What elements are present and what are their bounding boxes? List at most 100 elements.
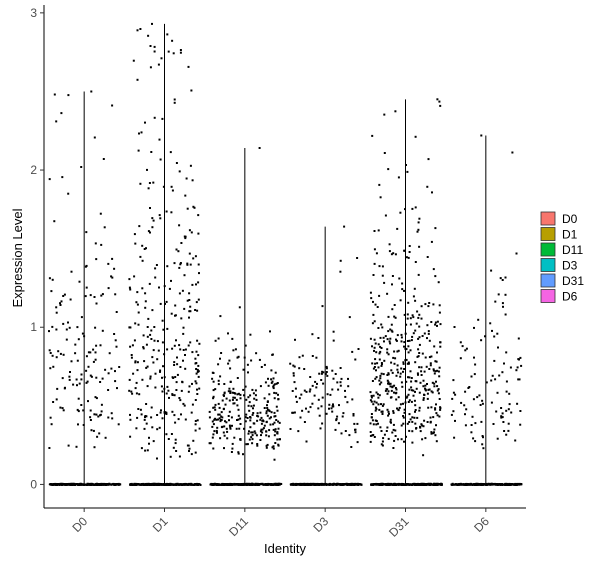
data-point xyxy=(236,404,239,407)
data-point xyxy=(219,419,222,421)
data-point xyxy=(435,412,438,415)
data-point xyxy=(208,410,211,413)
data-point xyxy=(346,401,349,404)
data-point xyxy=(167,438,170,440)
data-point xyxy=(395,338,397,341)
data-point xyxy=(239,423,242,425)
data-point xyxy=(401,282,404,285)
data-point xyxy=(434,408,437,411)
data-point xyxy=(135,381,138,384)
data-point xyxy=(184,354,186,356)
data-point xyxy=(217,418,220,421)
data-point xyxy=(425,365,428,368)
data-point xyxy=(432,303,435,306)
data-point xyxy=(129,418,132,421)
data-point xyxy=(344,430,347,432)
data-point xyxy=(303,389,306,392)
data-point xyxy=(133,233,136,236)
data-point xyxy=(494,300,497,303)
data-point xyxy=(211,436,214,439)
data-point xyxy=(139,182,142,185)
data-point xyxy=(238,306,241,309)
data-point xyxy=(461,345,464,348)
data-point xyxy=(372,434,375,436)
data-point xyxy=(239,397,242,400)
data-point xyxy=(129,288,132,291)
data-point xyxy=(431,191,433,194)
data-point xyxy=(411,430,414,433)
data-point xyxy=(188,299,191,301)
data-point xyxy=(151,426,154,429)
data-point xyxy=(153,116,156,119)
data-point xyxy=(453,326,456,328)
data-point xyxy=(218,417,221,420)
data-point xyxy=(380,362,383,364)
data-point xyxy=(343,225,346,228)
data-point xyxy=(107,262,110,265)
data-point xyxy=(396,227,399,230)
data-point xyxy=(48,277,51,280)
data-point xyxy=(248,401,251,404)
data-point xyxy=(394,357,397,360)
data-point xyxy=(380,443,383,446)
data-point xyxy=(433,431,435,434)
data-point xyxy=(386,426,389,429)
data-point xyxy=(321,422,324,425)
data-point xyxy=(175,162,178,164)
data-point xyxy=(94,358,97,361)
data-point xyxy=(428,302,431,304)
data-point xyxy=(209,442,212,445)
data-point xyxy=(249,394,252,397)
data-point xyxy=(519,356,522,359)
data-point xyxy=(426,421,429,423)
data-point xyxy=(154,267,157,270)
data-point xyxy=(272,377,275,380)
data-point xyxy=(229,392,232,394)
data-point xyxy=(383,359,386,362)
data-point xyxy=(145,247,147,250)
data-point xyxy=(430,355,433,358)
data-point xyxy=(78,382,81,385)
data-point xyxy=(400,336,403,339)
data-point xyxy=(213,430,216,433)
data-point xyxy=(482,436,484,439)
data-point xyxy=(101,293,104,296)
data-point xyxy=(224,403,227,406)
data-point xyxy=(65,328,68,331)
data-point xyxy=(178,266,181,269)
data-point xyxy=(159,411,162,414)
data-point xyxy=(293,381,296,384)
data-point xyxy=(165,392,168,395)
data-point xyxy=(76,384,78,387)
data-point xyxy=(226,430,229,433)
data-point xyxy=(356,422,359,425)
data-point xyxy=(414,410,416,413)
data-point xyxy=(166,327,169,330)
data-point xyxy=(417,373,419,376)
data-point xyxy=(421,438,424,441)
data-point xyxy=(196,388,198,391)
data-point xyxy=(414,380,417,383)
data-point xyxy=(128,286,131,289)
data-point xyxy=(375,420,378,422)
data-point xyxy=(515,252,518,255)
data-point xyxy=(379,336,382,339)
data-point xyxy=(95,376,98,379)
data-point xyxy=(268,429,271,432)
data-point xyxy=(517,337,520,340)
data-point xyxy=(400,424,403,427)
data-point xyxy=(151,226,154,229)
data-point xyxy=(150,329,153,332)
data-point xyxy=(65,338,68,341)
data-point xyxy=(380,364,383,367)
data-point xyxy=(378,358,381,361)
data-point xyxy=(517,378,520,381)
data-point xyxy=(415,322,418,325)
data-point xyxy=(450,413,453,416)
data-point xyxy=(212,423,215,426)
data-point xyxy=(89,374,92,377)
data-point xyxy=(369,291,372,294)
data-point xyxy=(344,389,346,392)
data-point xyxy=(392,447,395,449)
x-tick-label: D6 xyxy=(471,514,492,535)
